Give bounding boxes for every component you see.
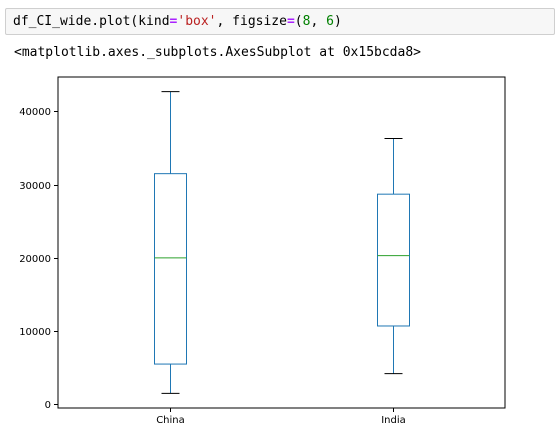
code-token: , figsize (216, 14, 287, 29)
plot-area-frame (57, 76, 506, 409)
y-tick-label: 40000 (19, 107, 51, 118)
code-token: ( (294, 14, 303, 29)
code-source: df_CI_wide.plot(kind='box', figsize=(8, … (13, 14, 342, 29)
y-tick-label: 20000 (19, 254, 51, 265)
box-india (377, 138, 410, 375)
y-axis: 0 10000 20000 30000 40000 (19, 107, 58, 411)
x-tick-label: India (381, 415, 406, 426)
box-china (154, 91, 187, 394)
output-text: <matplotlib.axes._subplots.AxesSubplot a… (14, 45, 421, 60)
y-tick-label: 30000 (19, 181, 51, 192)
code-token: 6 (326, 14, 334, 29)
code-token: 8 (302, 14, 311, 29)
x-tick-label: China (156, 415, 185, 426)
code-token: df_CI_wide.plot(kind (13, 14, 170, 29)
code-cell[interactable]: df_CI_wide.plot(kind='box', figsize=(8, … (5, 8, 555, 35)
y-tick-label: 10000 (19, 327, 51, 338)
code-token: , (310, 14, 327, 29)
boxes-group (154, 91, 410, 394)
code-token: = (169, 14, 178, 29)
code-token: ) (333, 14, 342, 29)
x-axis: China India (156, 408, 406, 426)
box-iqr (377, 193, 410, 327)
code-token: = (286, 14, 295, 29)
y-tick-label: 0 (45, 400, 51, 411)
box-iqr (154, 173, 187, 365)
code-token: 'box' (177, 14, 217, 29)
